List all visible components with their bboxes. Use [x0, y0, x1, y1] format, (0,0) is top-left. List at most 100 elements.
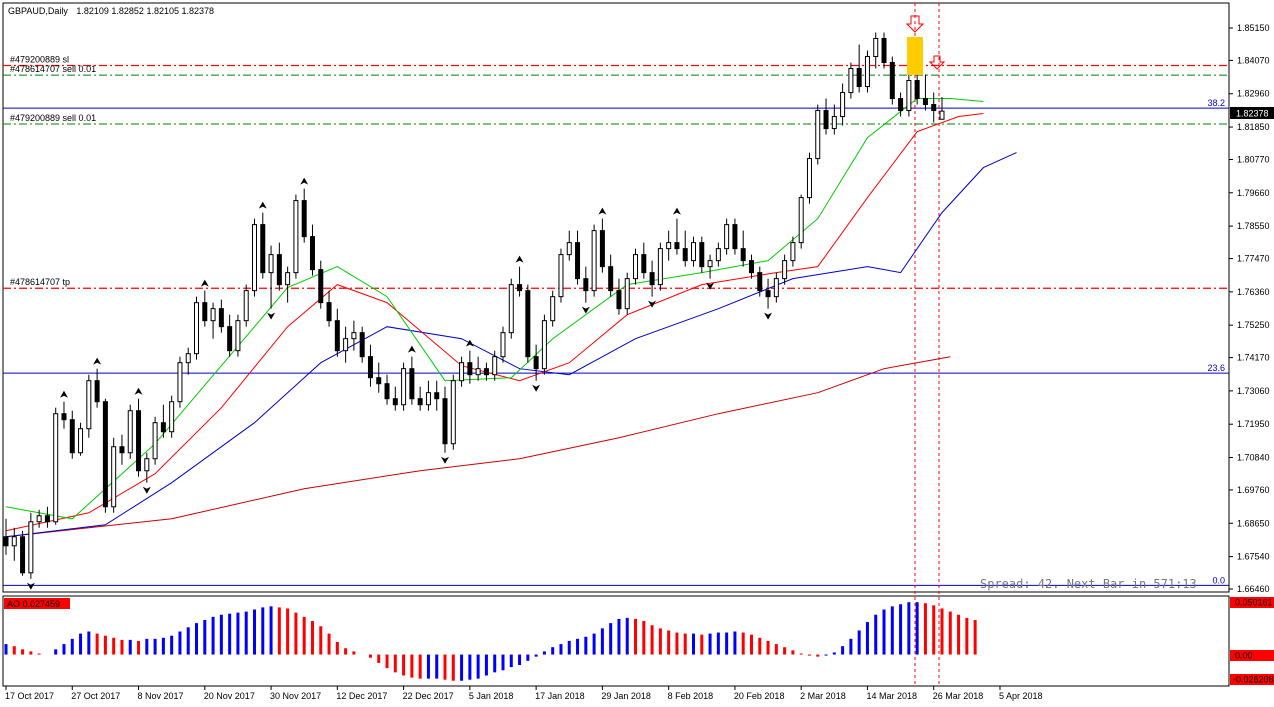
candle [806, 152, 812, 204]
candle-body [740, 248, 746, 262]
candle [591, 224, 597, 297]
candle-body [293, 200, 299, 274]
candle [260, 212, 266, 279]
time-tick-label: 8 Feb 2018 [668, 691, 714, 701]
time-tick-label: 5 Jan 2018 [469, 691, 514, 701]
candle [641, 242, 647, 279]
candle [185, 347, 191, 375]
candle-body [467, 362, 473, 376]
candle [401, 362, 407, 411]
candle-body [517, 284, 523, 292]
fractal-down-icon [706, 282, 715, 290]
fibo-label: 38.2 [1207, 98, 1225, 108]
candle [309, 224, 315, 276]
fractal-up-icon [134, 387, 143, 395]
candle-body [102, 401, 108, 508]
ao-label-bg [4, 598, 70, 609]
candle-body [599, 230, 605, 268]
candle [898, 92, 904, 117]
candle [194, 296, 200, 360]
candle-body [699, 242, 705, 268]
candle-body [558, 254, 564, 298]
candle [359, 326, 365, 363]
sell-arrow-icon [905, 15, 925, 33]
candle [691, 236, 697, 267]
candle-body [177, 362, 183, 403]
candle [285, 266, 291, 303]
candle-body [798, 197, 804, 244]
candle [210, 302, 216, 339]
candle [782, 254, 788, 285]
candle-body [160, 422, 166, 433]
price-tick-label: 1.84070 [1237, 55, 1270, 65]
candle [442, 386, 448, 453]
candle [864, 50, 870, 93]
candle [724, 218, 730, 255]
candle-body [566, 242, 572, 256]
candle-body [931, 104, 937, 112]
candle [748, 254, 754, 279]
fractal-down-icon [648, 300, 657, 308]
candle [127, 404, 133, 459]
candle [533, 344, 539, 381]
price-axis: 1.85150 1.84070 1.82960 1.81850 1.80770 1.796… [1229, 23, 1270, 594]
candle [840, 83, 846, 126]
candle [624, 272, 630, 315]
candle-body [450, 380, 456, 445]
candle-body [806, 158, 812, 199]
candle [36, 509, 42, 528]
candle-body [194, 302, 200, 355]
candles [3, 32, 945, 579]
time-tick-label: 12 Dec 2017 [336, 691, 387, 701]
candle [160, 404, 166, 438]
candle-body [69, 419, 75, 454]
candle-body [152, 422, 158, 460]
candle [599, 218, 605, 273]
candle [69, 410, 75, 459]
price-tick-label: 1.66460 [1237, 584, 1270, 594]
candle [757, 266, 763, 297]
candle [765, 278, 771, 309]
candle-body [251, 224, 257, 292]
candle-body [425, 392, 431, 406]
candle-body [53, 413, 59, 523]
candle [889, 56, 895, 105]
candle [53, 407, 59, 525]
candle-body [666, 242, 672, 250]
candle-body [235, 320, 241, 352]
highlight-box [907, 37, 923, 75]
time-tick-label: 5 Apr 2018 [999, 691, 1043, 701]
candle-body [351, 332, 357, 340]
ma-blue-line [5, 152, 1017, 538]
candle-body [483, 368, 489, 376]
candle-body [78, 428, 84, 454]
candle [251, 218, 257, 297]
candle-body [376, 377, 382, 385]
time-tick-label: 30 Nov 2017 [270, 691, 321, 701]
ao-top-value: 0.050161 [1235, 598, 1273, 608]
fractal-up-icon [598, 207, 607, 215]
candle-body [119, 446, 125, 454]
candle [823, 98, 829, 135]
time-tick-label: 26 Mar 2018 [933, 691, 984, 701]
fractal-up-icon [258, 201, 267, 209]
candle [384, 374, 390, 405]
candle [326, 290, 332, 327]
fractal-down-icon [142, 486, 151, 494]
order-line-label: #479200889 sl [10, 55, 69, 65]
candle [732, 218, 738, 255]
ao-panel-frame [2, 595, 1230, 687]
candle [218, 299, 224, 333]
candle-body [409, 368, 415, 400]
current-price: 1.82378 [1236, 109, 1269, 119]
candle-body [227, 326, 233, 352]
candle-body [707, 260, 713, 268]
order-lines[interactable]: #479200889 sl#478614707 sell 0.01 #479200… [3, 55, 1229, 289]
candle [525, 284, 531, 363]
candle [3, 518, 9, 555]
candle [815, 104, 821, 165]
candle-body [243, 290, 249, 322]
candle-body [459, 362, 465, 382]
candle [119, 434, 125, 465]
